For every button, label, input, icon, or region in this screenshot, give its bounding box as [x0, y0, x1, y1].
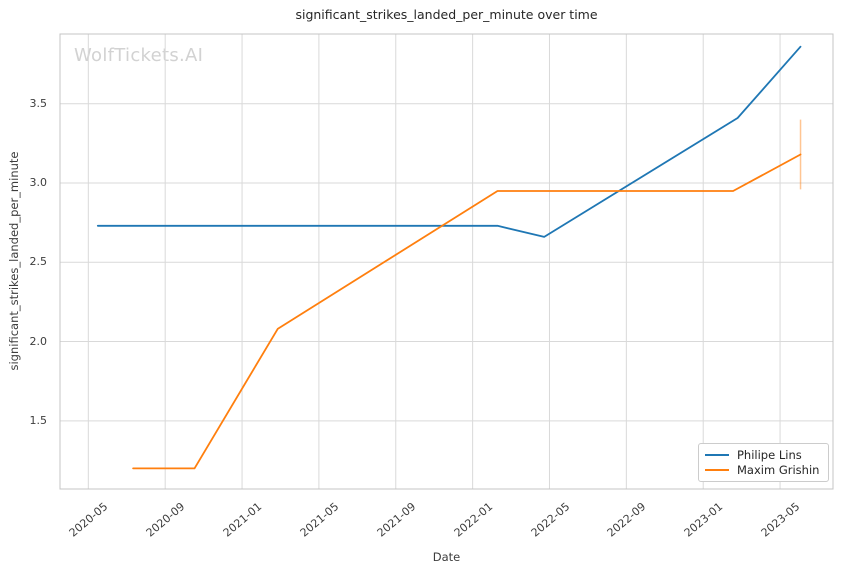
watermark: WolfTickets.AI [74, 45, 204, 66]
legend: Philipe Lins Maxim Grishin [698, 443, 829, 482]
series-line-1 [132, 153, 802, 470]
x-axis-label: Date [432, 550, 461, 564]
y-tick-label: 3.5 [29, 96, 48, 110]
legend-line-sample [705, 454, 729, 457]
legend-line-sample [705, 468, 729, 471]
legend-item-philipe-lins: Philipe Lins [705, 448, 820, 462]
chart-title: significant_strikes_landed_per_minute ov… [295, 7, 598, 22]
y-tick-label: 1.5 [29, 413, 48, 427]
y-tick-label: 2.0 [29, 334, 48, 348]
plot-border [59, 33, 834, 490]
y-tick-label: 3.0 [29, 176, 48, 190]
legend-item-maxim-grishin: Maxim Grishin [705, 463, 820, 477]
y-axis-label: significant_strikes_landed_per_minute [7, 151, 21, 371]
y-tick-label: 2.5 [29, 255, 48, 269]
legend-label: Maxim Grishin [737, 462, 820, 477]
legend-label: Philipe Lins [737, 448, 802, 463]
series-line-0 [96, 45, 802, 238]
